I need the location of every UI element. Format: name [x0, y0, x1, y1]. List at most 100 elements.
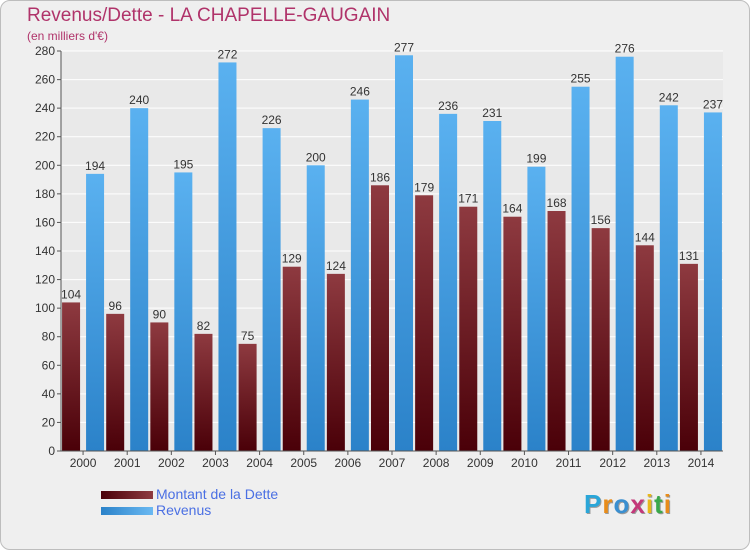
x-tick-label: 2001: [114, 456, 141, 470]
data-label-revenue: 195: [173, 157, 193, 171]
bar-debt: [371, 185, 389, 452]
data-label-revenue: 226: [262, 113, 282, 127]
bar-revenue: [703, 112, 722, 451]
data-label-revenue: 242: [659, 90, 679, 104]
x-tick-label: 2000: [70, 456, 97, 470]
chart-subtitle: (en milliers d'€): [27, 29, 108, 43]
y-tick-label: 260: [35, 73, 55, 87]
y-tick-label: 100: [35, 301, 55, 315]
bar-revenue: [350, 99, 369, 452]
data-label-revenue: 199: [526, 152, 546, 166]
x-tick-label: 2010: [511, 456, 538, 470]
x-tick-label: 2011: [556, 456, 582, 470]
y-tick-label: 60: [42, 358, 56, 372]
bar-debt: [326, 273, 345, 451]
x-tick-label: 2005: [290, 456, 317, 470]
chart-title: Revenus/Dette - LA CHAPELLE-GAUGAIN: [27, 5, 391, 26]
logo-letter: r: [602, 489, 614, 519]
bar-revenue: [395, 55, 413, 452]
x-tick-label: 2003: [202, 456, 229, 470]
bar-revenue: [483, 121, 502, 451]
data-label-revenue: 276: [615, 42, 635, 56]
bar-revenue: [615, 56, 634, 451]
bar-debt: [635, 245, 654, 451]
y-tick-label: 160: [35, 215, 55, 229]
x-tick-label: 2009: [467, 456, 494, 470]
x-tick-label: 2012: [599, 456, 626, 470]
logo-letter: o: [613, 489, 631, 519]
bar-revenue: [306, 165, 325, 452]
data-label-revenue: 200: [306, 150, 326, 164]
logo-letter: i: [645, 489, 655, 519]
data-label-debt: 104: [61, 287, 81, 301]
y-tick-label: 240: [35, 101, 55, 115]
data-label-debt: 131: [679, 249, 699, 263]
data-label-debt: 168: [547, 196, 567, 210]
bar-debt: [282, 266, 301, 451]
y-tick-label: 120: [35, 273, 55, 287]
y-tick-label: 0: [48, 444, 55, 458]
bar-debt: [106, 313, 125, 451]
legend-swatch-debt: [101, 491, 153, 499]
logo-letter: t: [654, 489, 664, 519]
x-tick-label: 2014: [688, 456, 715, 470]
legend-label-revenue: Revenus: [156, 502, 212, 518]
x-tick-label: 2006: [335, 456, 362, 470]
bar-revenue: [659, 105, 678, 452]
logo-letter: P: [584, 489, 603, 519]
y-tick-label: 40: [42, 387, 56, 401]
data-label-debt: 171: [458, 192, 478, 206]
y-tick-label: 80: [42, 330, 56, 344]
legend-label-debt: Montant de la Dette: [156, 486, 279, 502]
data-label-revenue: 272: [217, 47, 237, 61]
data-label-debt: 186: [370, 170, 390, 184]
bar-revenue: [527, 166, 546, 451]
proxiti-logo: Proxiti: [584, 489, 672, 520]
logo-letter: i: [663, 489, 672, 519]
bar-revenue: [218, 62, 237, 452]
y-tick-label: 20: [42, 415, 56, 429]
y-tick-label: 140: [35, 244, 55, 258]
bar-debt: [194, 333, 213, 451]
bar-revenue: [130, 108, 149, 452]
bar-debt: [679, 263, 698, 451]
bar-revenue: [439, 113, 458, 451]
data-label-debt: 75: [241, 329, 255, 343]
data-label-debt: 96: [109, 299, 123, 313]
bar-debt: [150, 322, 169, 451]
bar-revenue: [262, 128, 281, 451]
x-tick-label: 2007: [379, 456, 406, 470]
bar-revenue: [174, 172, 193, 451]
data-label-revenue: 240: [129, 93, 149, 107]
bar-revenue: [86, 173, 105, 451]
y-tick-label: 220: [35, 130, 55, 144]
bar-debt: [503, 216, 522, 451]
x-tick-label: 2002: [158, 456, 185, 470]
data-label-debt: 129: [282, 252, 302, 266]
data-label-debt: 90: [153, 307, 167, 321]
data-label-revenue: 236: [438, 99, 458, 113]
bar-debt: [547, 211, 566, 451]
legend-swatch-revenue: [101, 507, 153, 515]
bar-debt: [459, 206, 478, 451]
data-label-revenue: 246: [350, 85, 370, 99]
data-label-debt: 82: [197, 319, 211, 333]
data-label-revenue: 237: [703, 97, 723, 111]
data-label-revenue: 255: [571, 72, 591, 86]
logo-letter: x: [630, 489, 646, 519]
bar-debt: [238, 343, 257, 451]
data-label-revenue: 277: [394, 40, 414, 54]
data-label-debt: 124: [326, 259, 346, 273]
x-tick-label: 2013: [643, 456, 670, 470]
data-label-revenue: 231: [482, 106, 502, 120]
y-tick-label: 180: [35, 187, 55, 201]
y-tick-label: 200: [35, 158, 55, 172]
data-label-debt: 144: [635, 230, 655, 244]
data-label-revenue: 194: [85, 159, 105, 173]
x-tick-label: 2008: [423, 456, 450, 470]
data-label-debt: 156: [591, 213, 611, 227]
bar-debt: [415, 195, 434, 451]
bar-debt: [591, 228, 610, 451]
